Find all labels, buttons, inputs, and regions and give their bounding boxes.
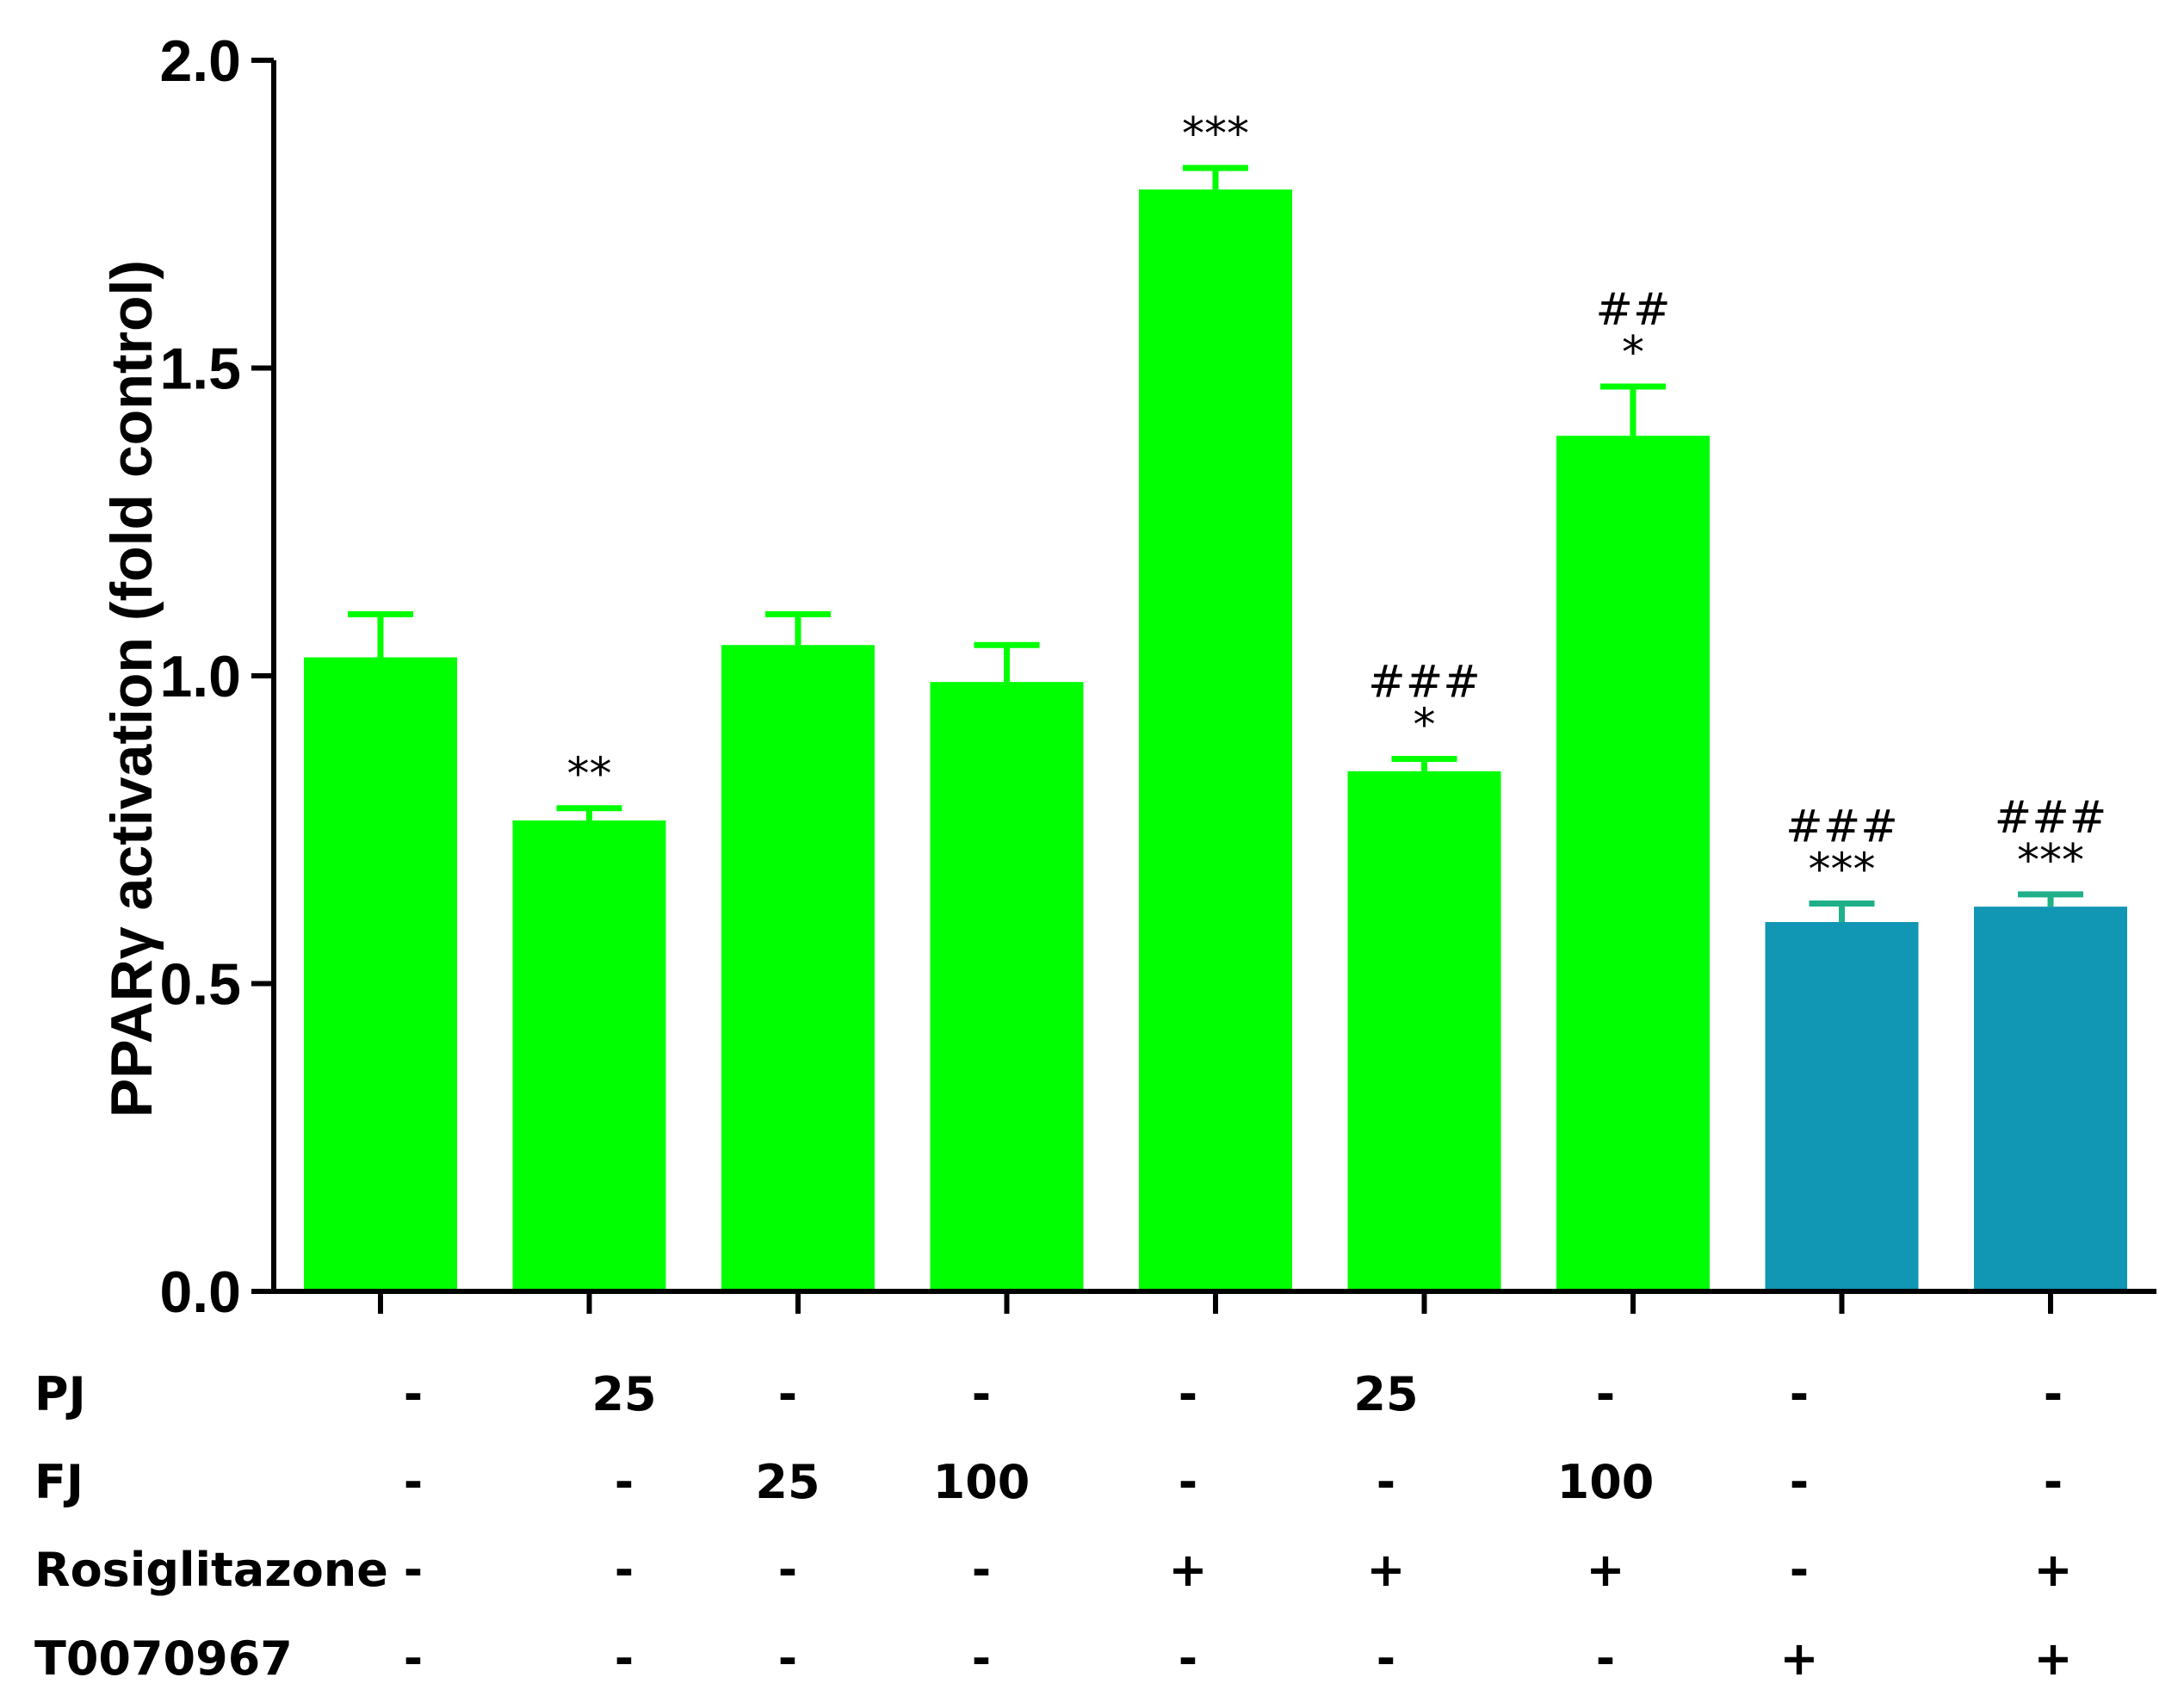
condition-value: 25 — [591, 1367, 656, 1421]
condition-value: - — [404, 1543, 423, 1597]
condition-row: PJ - 25 - - - 25 - - - — [34, 1367, 2063, 1421]
bar — [1139, 189, 1292, 1291]
condition-value: - — [972, 1543, 991, 1597]
error-bar — [348, 611, 413, 658]
condition-name: T0070967 — [34, 1631, 293, 1686]
error-bar — [765, 611, 831, 646]
condition-name: Rosiglitazone — [34, 1543, 388, 1597]
bar — [1765, 922, 1919, 1291]
condition-value: + — [1366, 1543, 1405, 1597]
condition-value: 100 — [1557, 1455, 1655, 1509]
error-bar — [2018, 891, 2083, 907]
significance-label: ## — [1595, 284, 1670, 336]
bar — [512, 820, 666, 1291]
bar — [304, 657, 457, 1291]
error-bar — [1391, 756, 1457, 771]
bar — [1347, 771, 1501, 1291]
y-tick-label: 0.0 — [159, 1260, 241, 1325]
error-bar — [1600, 383, 1666, 436]
error-bars — [348, 164, 2083, 922]
condition-value: - — [1790, 1455, 1809, 1509]
significance-label: *** — [1809, 845, 1876, 896]
significance-label: *** — [1182, 108, 1249, 160]
condition-value: - — [1179, 1631, 1197, 1686]
condition-value: + — [2033, 1543, 2072, 1597]
condition-value: - — [778, 1367, 797, 1421]
condition-name: FJ — [34, 1455, 84, 1509]
error-bar — [1809, 901, 1875, 922]
condition-value: - — [1596, 1631, 1615, 1686]
significance-label: * — [1622, 327, 1644, 379]
bar — [930, 682, 1084, 1291]
y-tick-label: 0.5 — [159, 952, 241, 1018]
condition-value: 25 — [755, 1455, 820, 1509]
error-bar — [556, 805, 622, 821]
condition-value: - — [404, 1455, 423, 1509]
condition-value: - — [1377, 1631, 1395, 1686]
condition-value: - — [1179, 1455, 1197, 1509]
condition-value: + — [1586, 1543, 1624, 1597]
y-tick-label: 1.0 — [159, 644, 241, 709]
significance-label: * — [1414, 700, 1436, 752]
error-bar — [1183, 164, 1248, 190]
bars — [304, 189, 2127, 1291]
condition-value: - — [404, 1367, 423, 1421]
condition-value: 100 — [933, 1455, 1030, 1509]
y-tick-label: 1.5 — [159, 337, 241, 402]
bar — [1556, 436, 1710, 1291]
condition-value: + — [1168, 1543, 1207, 1597]
y-axis-label: PPARγ activation (fold control) — [99, 260, 164, 1117]
condition-value: - — [972, 1631, 991, 1686]
condition-table: PJ -25- - -25- - -FJ - -25 100- -100- -Rosiglitazo… — [34, 1367, 2073, 1686]
significance-label: ### — [1368, 657, 1481, 709]
bar — [1974, 907, 2127, 1291]
condition-value: - — [404, 1631, 423, 1686]
condition-value: - — [1790, 1367, 1809, 1421]
condition-value: - — [972, 1367, 991, 1421]
condition-value: + — [1779, 1631, 1818, 1686]
significance-label: ### — [1995, 792, 2107, 844]
condition-row: FJ - - 25 100 - - 100 - - — [34, 1455, 2063, 1509]
error-bar — [974, 641, 1040, 683]
significance-label: ### — [1785, 802, 1898, 853]
condition-value: - — [2044, 1455, 2063, 1509]
condition-row: Rosiglitazone - - - - + + + - + — [34, 1543, 2073, 1597]
condition-value: + — [2033, 1631, 2072, 1686]
condition-value: - — [1596, 1367, 1615, 1421]
significance-annotations: ******###*##***###***### — [567, 108, 2107, 895]
condition-value: - — [2044, 1367, 2063, 1421]
condition-value: - — [615, 1631, 634, 1686]
condition-value: - — [778, 1631, 797, 1686]
condition-value: - — [615, 1543, 634, 1597]
condition-name: PJ — [34, 1367, 86, 1421]
condition-value: - — [615, 1455, 634, 1509]
significance-label: *** — [2017, 835, 2084, 887]
condition-value: - — [1377, 1455, 1395, 1509]
condition-value: - — [778, 1543, 797, 1597]
condition-value: - — [1179, 1367, 1197, 1421]
y-tick-label: 2.0 — [159, 28, 241, 94]
condition-value: 25 — [1353, 1367, 1418, 1421]
bar — [721, 645, 875, 1291]
condition-value: - — [1790, 1543, 1809, 1597]
significance-label: ** — [567, 749, 612, 801]
x-axis-ticks — [378, 1291, 2053, 1314]
condition-row: T0070967 - - - - - - - + + — [34, 1631, 2073, 1686]
y-axis-ticks: 0.0 0.5 1.0 1.5 2.0 — [159, 28, 274, 1325]
